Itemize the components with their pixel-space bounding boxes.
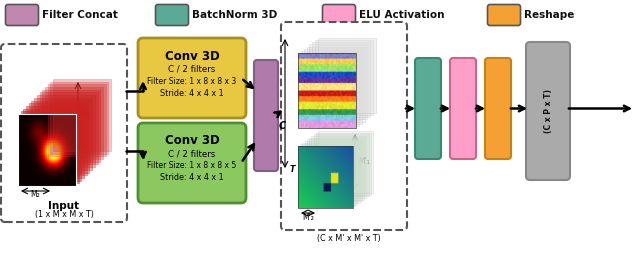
Bar	[51, 82, 108, 154]
Bar	[304, 49, 362, 124]
Bar	[42, 90, 100, 162]
Bar	[315, 40, 373, 115]
Text: Input: Input	[49, 201, 79, 211]
FancyBboxPatch shape	[415, 58, 441, 159]
Bar	[18, 114, 76, 186]
FancyBboxPatch shape	[526, 42, 570, 180]
Bar	[312, 42, 371, 117]
Text: M'₂: M'₂	[302, 213, 314, 222]
Bar	[309, 138, 364, 200]
FancyBboxPatch shape	[6, 4, 38, 25]
Text: Conv 3D: Conv 3D	[164, 134, 220, 147]
Bar	[314, 134, 369, 196]
Text: T: T	[289, 165, 295, 174]
FancyBboxPatch shape	[156, 4, 189, 25]
Text: M₁: M₁	[81, 110, 91, 120]
Text: (1 x M x M x T): (1 x M x M x T)	[35, 209, 93, 219]
Bar	[307, 47, 365, 121]
Bar	[31, 100, 90, 172]
FancyBboxPatch shape	[1, 44, 127, 222]
Bar	[305, 141, 360, 203]
Bar	[307, 139, 362, 201]
Text: ELU Activation: ELU Activation	[359, 10, 445, 20]
Bar	[34, 98, 92, 170]
Text: Stride: 4 x 4 x 1: Stride: 4 x 4 x 1	[160, 89, 224, 97]
Text: M'₁: M'₁	[358, 158, 370, 166]
Text: Filter Size: 1 x 8 x 8 x 5: Filter Size: 1 x 8 x 8 x 5	[147, 161, 237, 171]
Bar	[29, 103, 87, 175]
Text: C: C	[279, 121, 286, 131]
Text: (C x M' x M' x T): (C x M' x M' x T)	[317, 233, 381, 243]
Bar	[301, 51, 359, 126]
Bar	[298, 53, 356, 128]
Text: C / 2 filters: C / 2 filters	[168, 150, 216, 158]
Bar	[24, 109, 81, 181]
Text: M₂: M₂	[31, 190, 40, 199]
Bar	[40, 92, 97, 164]
Bar	[316, 133, 371, 195]
Text: (C x P x T): (C x P x T)	[543, 89, 552, 133]
Text: Conv 3D: Conv 3D	[164, 49, 220, 62]
Bar	[47, 84, 106, 156]
FancyBboxPatch shape	[138, 38, 246, 118]
Bar	[26, 106, 84, 178]
Bar	[309, 44, 367, 120]
Bar	[45, 87, 103, 159]
FancyBboxPatch shape	[450, 58, 476, 159]
Text: T: T	[18, 128, 24, 137]
Text: C / 2 filters: C / 2 filters	[168, 65, 216, 73]
Text: Filter Concat: Filter Concat	[42, 10, 118, 20]
Bar	[20, 111, 79, 183]
Bar	[303, 143, 358, 205]
FancyBboxPatch shape	[254, 60, 278, 171]
FancyBboxPatch shape	[281, 22, 407, 230]
Text: Reshape: Reshape	[524, 10, 574, 20]
Bar	[318, 38, 376, 113]
Bar	[53, 79, 111, 151]
Text: BatchNorm 3D: BatchNorm 3D	[192, 10, 277, 20]
FancyBboxPatch shape	[138, 123, 246, 203]
FancyBboxPatch shape	[485, 58, 511, 159]
Bar	[298, 146, 353, 208]
Bar	[37, 95, 95, 167]
Bar	[300, 144, 355, 206]
Text: Stride: 4 x 4 x 1: Stride: 4 x 4 x 1	[160, 174, 224, 182]
Text: Filter Size: 1 x 8 x 8 x 3: Filter Size: 1 x 8 x 8 x 3	[147, 76, 237, 86]
Bar	[318, 131, 373, 193]
FancyBboxPatch shape	[323, 4, 355, 25]
FancyBboxPatch shape	[488, 4, 520, 25]
Bar	[311, 136, 366, 198]
